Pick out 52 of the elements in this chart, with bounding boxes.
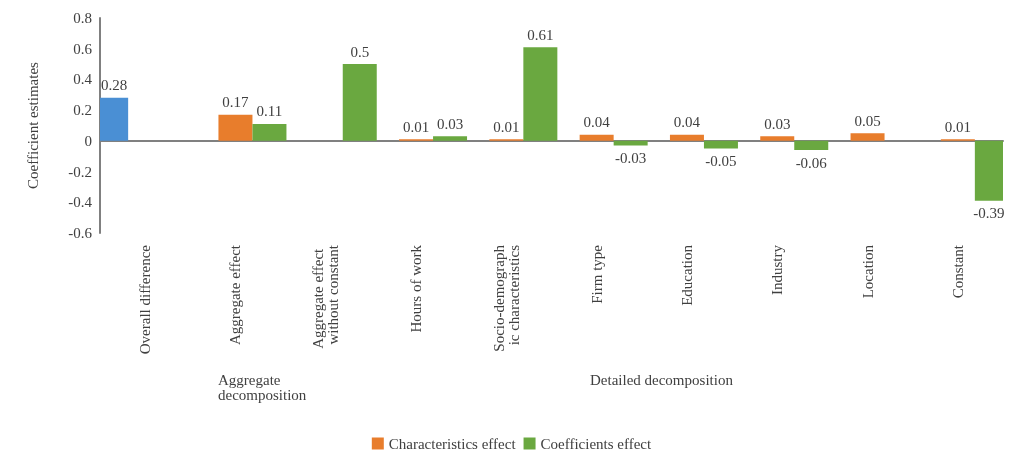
bar [523,47,558,141]
data-label: 0.61 [527,26,554,43]
x-tick-label: Firm type [588,244,605,304]
x-tick-label: Overall difference [137,244,154,355]
legend-label: Characteristics effect [388,435,517,452]
x-tick-label: Socio-demographic characteristics [490,244,522,352]
x-tick-label: Location [859,244,876,299]
x-tick-label: Constant [949,244,966,299]
bar [342,64,377,141]
bar [100,97,129,141]
data-label: -0.06 [795,154,828,171]
text: Aggregate decomposition [218,371,307,403]
text: Detailed decomposition [590,371,734,388]
x-tick-label: Education [678,244,695,306]
x-tick-label: Industry [769,244,786,295]
bar [794,140,829,151]
y-tick-label: 0.6 [73,40,93,57]
legend-label: Coefficients effect [540,435,653,452]
data-label: 0.01 [493,118,520,135]
data-label: 0.17 [222,94,250,111]
y-tick-label: 0 [84,132,92,149]
data-label: 0.01 [944,118,971,135]
data-label: 0.03 [764,115,791,132]
data-label: 0.03 [436,115,464,132]
bar [669,134,704,141]
x-tick-label: Hours of work [408,244,425,333]
data-label: 0.11 [256,103,283,120]
data-label: -0.05 [705,153,737,170]
bar [703,140,738,149]
data-label: 0.04 [583,114,611,131]
data-label: -0.03 [615,149,647,166]
y-tick-label: 0.2 [73,102,92,119]
data-label: 0.28 [100,77,128,94]
bar [433,136,468,141]
data-label: 0.04 [673,114,701,131]
data-label: 0.01 [402,118,430,135]
bar [252,123,287,141]
bar [218,114,253,141]
data-label: -0.39 [973,205,1005,222]
bar [760,136,795,141]
y-tick-label: -0.6 [68,225,93,241]
y-axis-title: Coefficient estimates [24,61,41,189]
y-tick-label: 0.8 [73,10,92,26]
x-tick-label: Aggregate effect without constant [310,244,342,349]
y-tick-label: 0.4 [73,71,93,88]
data-label: 0.05 [854,112,881,129]
x-tick-label: Aggregate effect [227,244,244,346]
y-tick-label: -0.2 [68,163,92,180]
bar [850,133,885,141]
bar [579,134,614,141]
data-label: 0.5 [350,43,370,60]
y-tick-label: -0.4 [68,194,93,211]
